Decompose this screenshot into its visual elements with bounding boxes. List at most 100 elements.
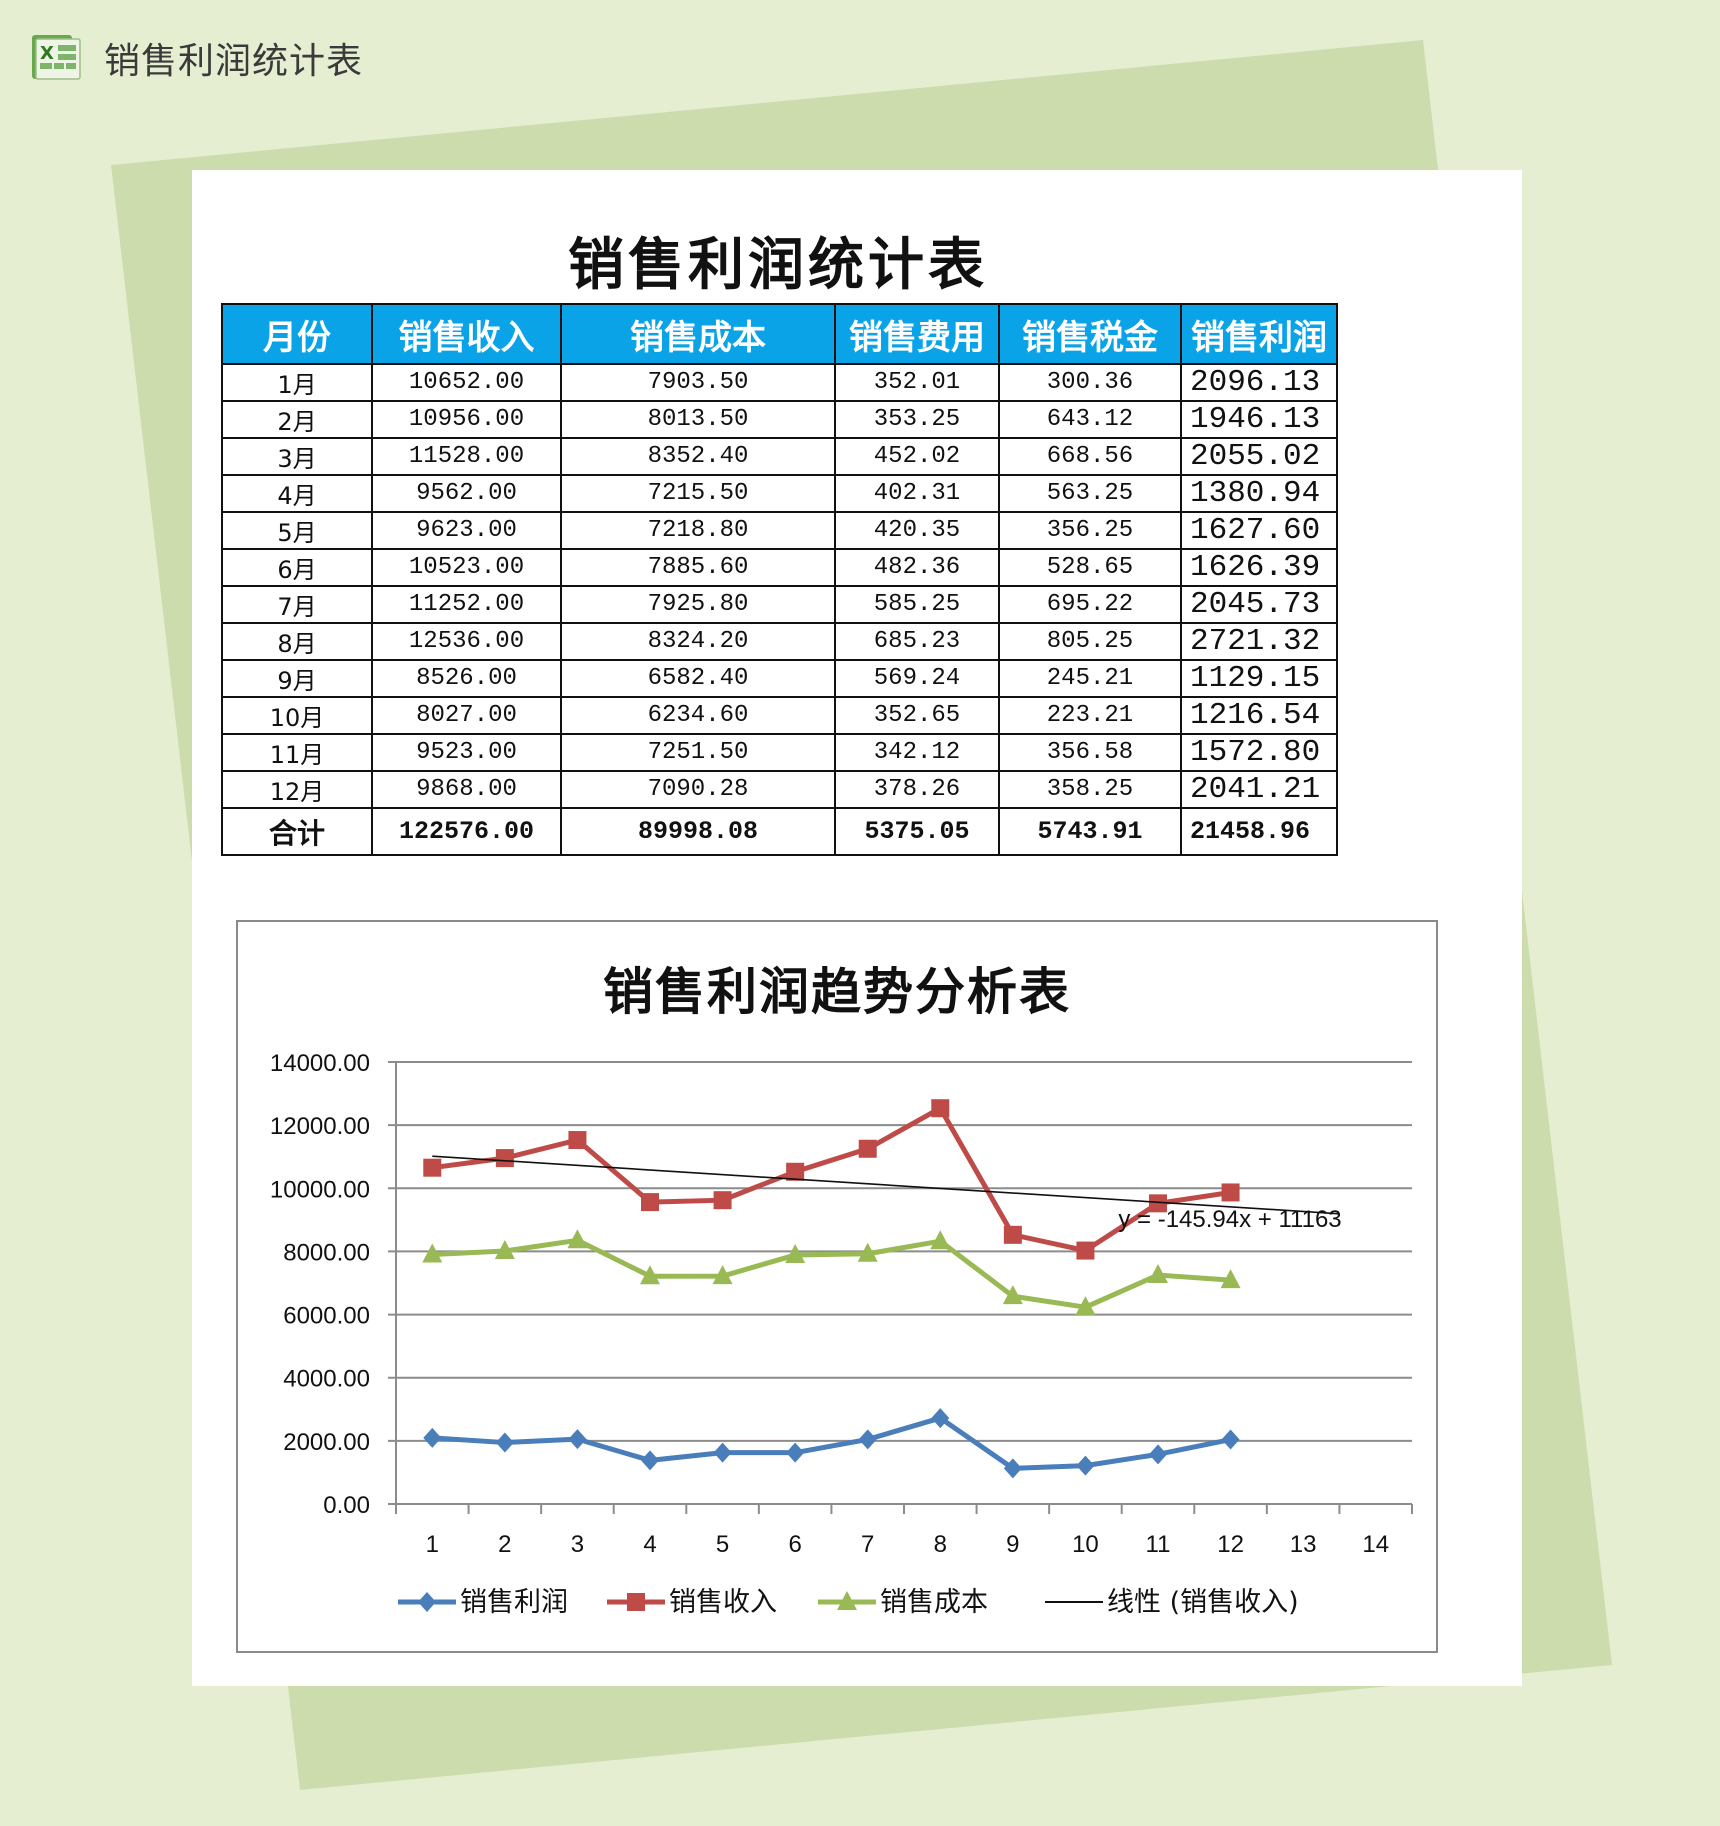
cell-expense: 402.31: [834, 474, 1000, 513]
app-header: X 销售利润统计表: [30, 30, 363, 86]
chart-legend: 销售利润 销售收入 销售成本 线性 (销售收入): [398, 1587, 1299, 1618]
cell-expense: 482.36: [834, 548, 1000, 587]
cell-expense: 378.26: [834, 770, 1000, 809]
y-tick-label: 8000.00: [283, 1239, 370, 1266]
spreadsheet-paper: 销售利润统计表 月份 销售收入 销售成本 销售费用 销售税金 销售利润 1月 10…: [192, 170, 1522, 1686]
cell-profit: 1216.54: [1180, 696, 1338, 735]
cell-expense: 352.65: [834, 696, 1000, 735]
x-tick-label: 12: [1217, 1531, 1244, 1558]
cell-profit: 1129.15: [1180, 659, 1338, 698]
table-row: 8月 12536.00 8324.20 685.23 805.25 2721.32: [221, 622, 1338, 661]
cell-month: 2月: [221, 400, 373, 439]
cell-month: 1月: [221, 363, 373, 402]
cell-expense: 352.01: [834, 363, 1000, 402]
x-tick-label: 5: [716, 1531, 729, 1558]
cell-cost: 7925.80: [560, 585, 836, 624]
cell-month: 4月: [221, 474, 373, 513]
cell-month: 3月: [221, 437, 373, 476]
legend-label: 销售收入: [669, 1587, 777, 1618]
cell-tax: 528.65: [998, 548, 1182, 587]
cell-cost: 7251.50: [560, 733, 836, 772]
total-row: 合计 122576.00 89998.08 5375.05 5743.91 21…: [221, 807, 1338, 856]
cell-profit: 1380.94: [1180, 474, 1338, 513]
cell-month: 9月: [221, 659, 373, 698]
cell-revenue: 9623.00: [371, 511, 562, 550]
cell-cost: 6582.40: [560, 659, 836, 698]
cell-profit: 2721.32: [1180, 622, 1338, 661]
cell-revenue: 9523.00: [371, 733, 562, 772]
cell-month: 6月: [221, 548, 373, 587]
cell-tax: 643.12: [998, 400, 1182, 439]
cell-cost: 7218.80: [560, 511, 836, 550]
cell-tax: 805.25: [998, 622, 1182, 661]
total-label: 合计: [221, 807, 373, 856]
cell-revenue: 10652.00: [371, 363, 562, 402]
cell-month: 7月: [221, 585, 373, 624]
cell-profit: 1946.13: [1180, 400, 1338, 439]
cell-revenue: 9562.00: [371, 474, 562, 513]
cell-expense: 420.35: [834, 511, 1000, 550]
legend-item: 销售成本: [818, 1587, 988, 1618]
cell-expense: 452.02: [834, 437, 1000, 476]
table-row: 3月 11528.00 8352.40 452.02 668.56 2055.02: [221, 437, 1338, 476]
x-tick-label: 6: [788, 1531, 801, 1558]
svg-text:X: X: [40, 43, 54, 64]
x-tick-label: 14: [1362, 1531, 1389, 1558]
cell-cost: 7090.28: [560, 770, 836, 809]
trendline-revenue: y = -145.94x + 11163: [432, 1155, 1342, 1233]
table-row: 1月 10652.00 7903.50 352.01 300.36 2096.13: [221, 363, 1338, 402]
legend-label: 销售成本: [880, 1587, 988, 1618]
table-row: 4月 9562.00 7215.50 402.31 563.25 1380.94: [221, 474, 1338, 513]
cell-profit: 2055.02: [1180, 437, 1338, 476]
cell-tax: 300.36: [998, 363, 1182, 402]
cell-profit: 2096.13: [1180, 363, 1338, 402]
table-row: 9月 8526.00 6582.40 569.24 245.21 1129.15: [221, 659, 1338, 698]
cell-tax: 356.25: [998, 511, 1182, 550]
y-tick-label: 0.00: [323, 1492, 370, 1519]
cell-month: 5月: [221, 511, 373, 550]
cell-tax: 356.58: [998, 733, 1182, 772]
cell-profit: 1572.80: [1180, 733, 1338, 772]
table-row: 5月 9623.00 7218.80 420.35 356.25 1627.60: [221, 511, 1338, 550]
cell-revenue: 9868.00: [371, 770, 562, 809]
line-chart-plot: 0.00 2000.00 4000.00 6000.00 8000.00 10000.00…: [270, 1050, 1413, 1618]
cell-revenue: 12536.00: [371, 622, 562, 661]
table-row: 11月 9523.00 7251.50 342.12 356.58 1572.80: [221, 733, 1338, 772]
cell-revenue: 8027.00: [371, 696, 562, 735]
column-header-expense: 销售费用: [834, 303, 1000, 365]
cell-month: 8月: [221, 622, 373, 661]
total-profit: 21458.96: [1180, 807, 1338, 856]
cell-revenue: 11528.00: [371, 437, 562, 476]
cell-cost: 8352.40: [560, 437, 836, 476]
cell-expense: 569.24: [834, 659, 1000, 698]
y-tick-label: 14000.00: [270, 1050, 370, 1077]
trendline-equation: y = -145.94x + 11163: [1118, 1206, 1341, 1233]
table-row: 12月 9868.00 7090.28 378.26 358.25 2041.21: [221, 770, 1338, 809]
cell-tax: 223.21: [998, 696, 1182, 735]
cell-tax: 563.25: [998, 474, 1182, 513]
cell-tax: 245.21: [998, 659, 1182, 698]
x-tick-label: 8: [934, 1531, 947, 1558]
cell-revenue: 10956.00: [371, 400, 562, 439]
cell-cost: 8013.50: [560, 400, 836, 439]
cell-revenue: 10523.00: [371, 548, 562, 587]
cell-tax: 358.25: [998, 770, 1182, 809]
cell-expense: 353.25: [834, 400, 1000, 439]
cell-revenue: 11252.00: [371, 585, 562, 624]
cell-profit: 1626.39: [1180, 548, 1338, 587]
y-tick-label: 6000.00: [283, 1303, 370, 1330]
legend-label: 销售利润: [460, 1587, 568, 1618]
cell-expense: 685.23: [834, 622, 1000, 661]
total-cost: 89998.08: [560, 807, 836, 856]
series-cost: [422, 1229, 1241, 1316]
table-body: 1月 10652.00 7903.50 352.01 300.36 2096.13 2月 10…: [221, 363, 1338, 809]
x-tick-label: 11: [1146, 1531, 1171, 1558]
column-header-tax: 销售税金: [998, 303, 1182, 365]
trend-chart: 销售利润趋势分析表 0.00 2000.00 4000.00 6000.00 8000.…: [236, 920, 1438, 1653]
total-revenue: 122576.00: [371, 807, 562, 856]
excel-icon: X: [32, 35, 81, 80]
y-tick-label: 4000.00: [283, 1366, 370, 1393]
app-title: 销售利润统计表: [104, 41, 364, 82]
column-header-cost: 销售成本: [560, 303, 836, 365]
sheet-title: 销售利润统计表: [568, 232, 988, 298]
